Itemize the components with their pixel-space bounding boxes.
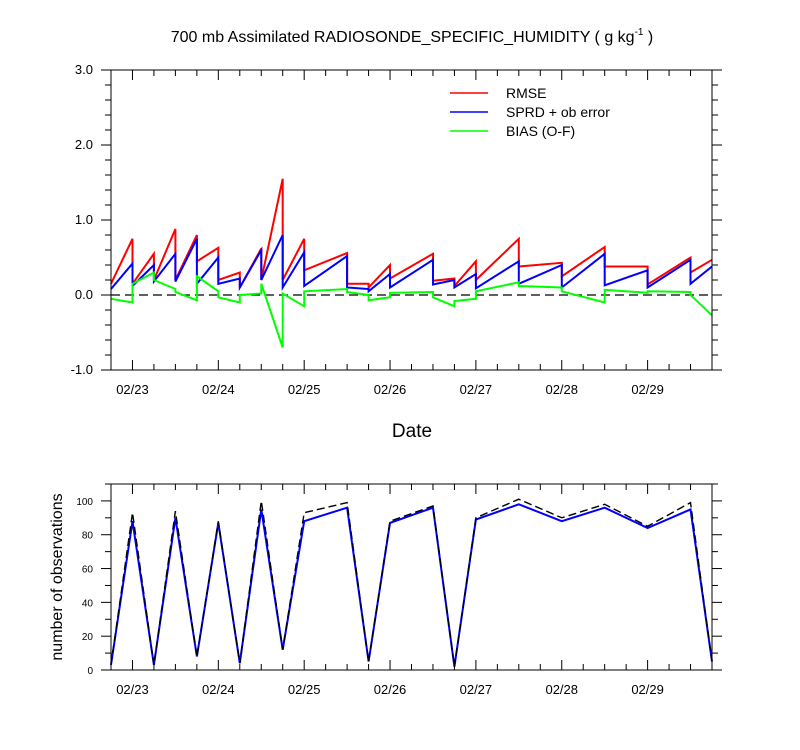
- x-tick-label: 02/29: [631, 382, 664, 397]
- y-tick-label: 60: [82, 565, 94, 576]
- legend-bias-label: BIAS (O-F): [506, 123, 575, 139]
- x-tick-label: 02/26: [374, 382, 407, 397]
- top-plot-ticks: 02/23 02/24 02/25 02/26 02/27 02/28 02/29 -1.0 0…: [71, 62, 722, 397]
- chart-legend: RMSE SPRD + ob error BIAS (O-F): [450, 85, 610, 139]
- obs-line-used: [110, 503, 713, 667]
- x-tick-label: 02/25: [288, 382, 321, 397]
- x-tick-label: 02/29: [631, 682, 664, 697]
- y-tick-label: 100: [76, 497, 93, 508]
- top-x-axis-label: Date: [392, 421, 432, 442]
- top-plot-lines: [110, 178, 713, 348]
- x-tick-label: 02/24: [202, 682, 235, 697]
- y-tick-label: 80: [82, 531, 94, 542]
- chart-title: 700 mb Assimilated RADIOSONDE_SPECIFIC_H…: [171, 27, 654, 46]
- top-plot-frame: [110, 69, 713, 371]
- x-tick-label: 02/26: [374, 682, 407, 697]
- legend-rmse-label: RMSE: [506, 85, 546, 101]
- chart-title-superscript: -1: [635, 27, 644, 38]
- chart-title-main: 700 mb Assimilated RADIOSONDE_SPECIFIC_H…: [171, 29, 635, 46]
- y-tick-label: 2.0: [75, 137, 93, 152]
- y-tick-label: -1.0: [71, 362, 93, 377]
- y-tick-label: 20: [82, 632, 94, 643]
- y-tick-label: 3.0: [75, 62, 93, 77]
- bottom-y-axis-label: number of observations: [49, 493, 66, 660]
- bottom-plot-frame: [110, 483, 713, 671]
- x-tick-label: 02/27: [460, 382, 493, 397]
- y-tick-label: 40: [82, 598, 94, 609]
- top-plot-area: 02/23 02/24 02/25 02/26 02/27 02/28 02/29 -1.0 0…: [71, 62, 722, 397]
- obs-line-possible: [110, 498, 713, 667]
- series-line-rmse: [110, 178, 713, 291]
- x-tick-label: 02/27: [460, 682, 493, 697]
- x-tick-label: 02/23: [116, 382, 149, 397]
- x-tick-label: 02/28: [545, 382, 578, 397]
- bottom-plot-lines: [110, 498, 713, 667]
- x-tick-label: 02/28: [545, 682, 578, 697]
- chart-title-suffix: ): [643, 29, 653, 46]
- x-tick-label: 02/24: [202, 382, 235, 397]
- x-tick-label: 02/23: [116, 682, 149, 697]
- legend-sprd-label: SPRD + ob error: [506, 104, 610, 120]
- y-tick-label: 0.0: [75, 287, 93, 302]
- y-tick-label: 1.0: [75, 212, 93, 227]
- series-line-bias-o-f: [110, 270, 713, 348]
- x-tick-label: 02/25: [288, 682, 321, 697]
- y-tick-label: 0: [87, 666, 93, 677]
- bottom-plot-ticks: 02/23 02/24 02/25 02/26 02/27 02/28 02/29 0 20 40…: [76, 483, 722, 697]
- series-line-sprd-ob-error: [110, 234, 713, 294]
- bottom-plot-area: 02/23 02/24 02/25 02/26 02/27 02/28 02/29 0 20 40…: [76, 483, 722, 697]
